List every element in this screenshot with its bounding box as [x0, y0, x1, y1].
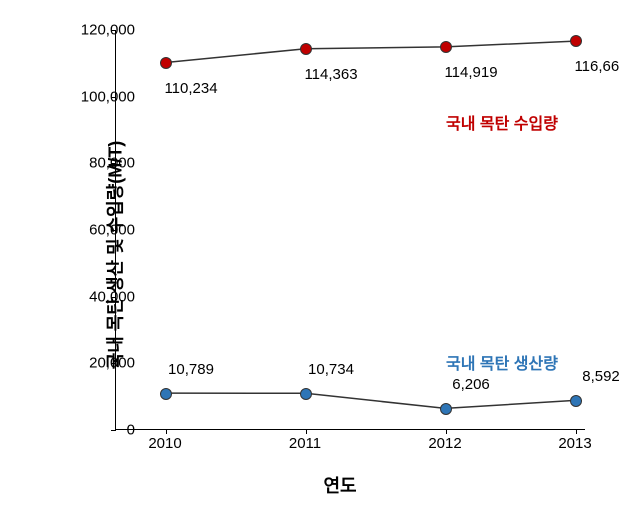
y-tick-label: 0	[127, 422, 135, 439]
data-point	[160, 57, 172, 69]
data-point	[160, 388, 172, 400]
data-label: 110,234	[164, 80, 217, 97]
data-point	[440, 403, 452, 415]
x-tick-mark	[166, 429, 167, 434]
data-point	[300, 43, 312, 55]
series-line	[166, 41, 575, 62]
x-tick-label: 2011	[289, 435, 321, 452]
y-tick-label: 40,000	[89, 288, 135, 305]
x-tick-mark	[446, 429, 447, 434]
series-label: 국내 목탄 생산량	[446, 350, 558, 374]
series-line	[166, 393, 575, 408]
data-point	[570, 395, 582, 407]
plot-area: 110,234114,363114,919116,669국내 목탄 수입량10,…	[115, 30, 585, 430]
x-tick-label: 2013	[558, 435, 591, 452]
data-point	[570, 35, 582, 47]
x-tick-mark	[306, 429, 307, 434]
x-axis-title: 연도	[323, 472, 356, 498]
data-label: 10,734	[308, 361, 354, 378]
x-tick-label: 2010	[148, 435, 181, 452]
data-label: 114,919	[444, 64, 497, 81]
y-tick-label: 20,000	[89, 355, 135, 372]
data-label: 8,592	[582, 368, 619, 385]
y-tick-mark	[111, 430, 116, 431]
data-label: 6,206	[452, 376, 490, 393]
data-point	[440, 41, 452, 53]
y-tick-label: 120,000	[81, 22, 135, 39]
chart-container: 국내 목탄 생산 및 수입량(M/T) 110,234114,363114,91…	[10, 10, 610, 500]
data-label: 116,669	[574, 58, 619, 75]
data-label: 114,363	[304, 66, 357, 83]
x-tick-mark	[576, 429, 577, 434]
x-tick-label: 2012	[428, 435, 461, 452]
data-point	[300, 388, 312, 400]
series-label: 국내 목탄 수입량	[446, 110, 558, 134]
y-tick-label: 80,000	[89, 155, 135, 172]
y-tick-label: 60,000	[89, 222, 135, 239]
data-label: 10,789	[168, 361, 214, 378]
y-tick-label: 100,000	[81, 88, 135, 105]
